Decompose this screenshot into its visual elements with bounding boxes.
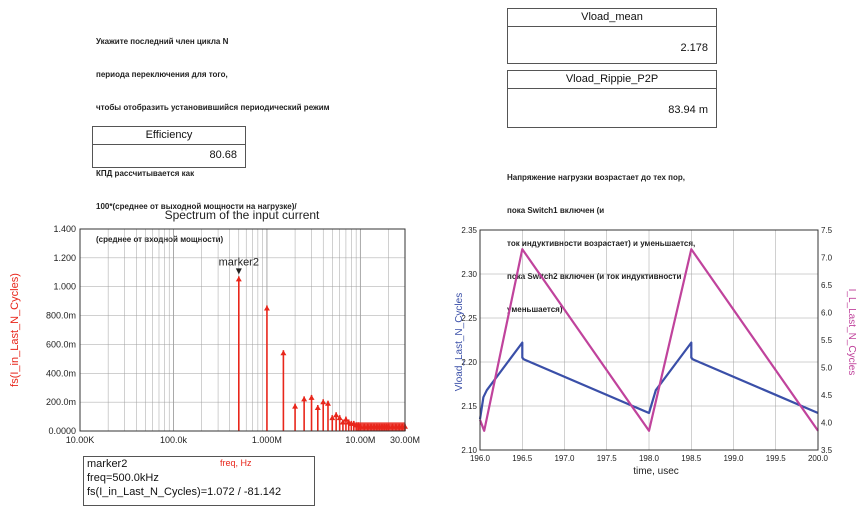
- eqn-note: Укажите последний член цикла N периода п…: [96, 14, 330, 256]
- time-y2tick-label: 4.0: [821, 419, 833, 428]
- marker-triangle: [235, 268, 242, 275]
- load-note-line: уменьшается): [507, 305, 563, 314]
- spectrum-ytick-label: 600.0m: [46, 339, 76, 349]
- time-xtick-label: 199.5: [766, 454, 787, 463]
- spectrum-chart[interactable]: Spectrum of the input current 0.0000 200.…: [0, 205, 430, 460]
- spectrum-xtick-label: 100.0k: [160, 435, 188, 445]
- time-y2tick-label: 3.5: [821, 446, 833, 455]
- spectrum-bar-head: [235, 276, 242, 282]
- spectrum-title: Spectrum of the input current: [165, 208, 320, 222]
- spectrum-bar-head: [301, 396, 308, 402]
- time-y2tick-label: 6.5: [821, 281, 833, 290]
- time-xtick-label: 200.0: [808, 454, 829, 463]
- spectrum-bar-head: [333, 412, 340, 418]
- marker-freq: freq=500.0kHz: [87, 472, 159, 484]
- time-y2tick-label: 7.5: [821, 226, 833, 235]
- spectrum-frame: [79, 228, 406, 432]
- spectrum-ylabel: fs(I_in_Last_N_Cycles): [9, 273, 21, 387]
- time-xtick-label: 198.0: [639, 454, 660, 463]
- spectrum-bar-head: [342, 416, 349, 422]
- time-ylabel-left: Vload_Last_N_Cycles: [454, 293, 465, 391]
- marker-name: marker2: [87, 458, 128, 470]
- spectrum-bar-head: [329, 415, 336, 421]
- vload-line: [478, 341, 819, 420]
- marker2-marker[interactable]: marker2: [219, 256, 259, 275]
- spectrum-bar-head: [314, 405, 321, 411]
- spectrum-xtick-label: 10.00K: [66, 435, 95, 445]
- efficiency-title: Efficiency: [93, 127, 245, 145]
- spectrum-bar-head: [336, 415, 343, 421]
- time-ytick-label: 2.25: [461, 314, 477, 323]
- spectrum-bar-head: [263, 305, 270, 311]
- time-ytick-label: 2.35: [461, 226, 477, 235]
- time-chart[interactable]: 2.10 2.15 2.20 2.25 2.30 2.35 3.5 4.0 4.5 5.0 5.5 6…: [440, 222, 864, 482]
- spectrum-ytick-label: 400.0m: [46, 368, 76, 378]
- time-axes: 2.10 2.15 2.20 2.25 2.30 2.35 3.5 4.0 4.5 5.0 5.5 6…: [461, 226, 832, 463]
- eqn-note-line: чтобы отобразить установившийся периодич…: [96, 103, 330, 112]
- inductor-current-line: [478, 248, 819, 432]
- time-ytick-label: 2.30: [461, 270, 477, 279]
- vload-ripple-box[interactable]: Vload_Rippie_P2P 83.94 m: [507, 70, 717, 128]
- time-series: [478, 248, 819, 432]
- time-y2tick-label: 7.0: [821, 254, 833, 263]
- load-note-line: ток индуктивности возрастает) и уменьшае…: [507, 239, 696, 248]
- time-frame: [479, 229, 819, 451]
- time-y2tick-label: 4.5: [821, 391, 833, 400]
- load-note: Напряжение нагрузки возрастает до тех по…: [507, 150, 695, 326]
- spectrum-bar-head: [280, 350, 287, 356]
- time-xtick-label: 196.0: [470, 454, 491, 463]
- time-ytick-label: 2.20: [461, 358, 477, 367]
- spectrum-bar-head: [320, 399, 327, 405]
- marker-readout[interactable]: marker2 freq=500.0kHz fs(I_in_Last_N_Cyc…: [83, 456, 315, 506]
- spectrum-noise-floor: [356, 422, 405, 431]
- spectrum-xtick-label: 10.00M: [345, 435, 375, 445]
- efficiency-value: 80.68: [209, 149, 237, 161]
- spectrum-ytick-label: 800.0m: [46, 311, 76, 321]
- marker-label: marker2: [219, 256, 259, 268]
- time-xtick-label: 197.0: [554, 454, 575, 463]
- time-xtick-label: 198.5: [681, 454, 702, 463]
- vload-ripple-title: Vload_Rippie_P2P: [508, 71, 716, 89]
- time-y2tick-label: 5.5: [821, 336, 833, 345]
- spectrum-ytick-label: 0.0000: [48, 426, 76, 436]
- eqn-note-line: 100*(среднее от выходной мощности на наг…: [96, 202, 297, 211]
- spectrum-xtick-label: 1.000M: [252, 435, 282, 445]
- efficiency-box[interactable]: Efficiency 80.68: [92, 126, 246, 168]
- time-ytick-label: 2.10: [461, 446, 477, 455]
- spectrum-bar-head: [324, 400, 331, 406]
- vload-mean-value: 2.178: [680, 42, 708, 54]
- marker-value: fs(I_in_Last_N_Cycles)=1.072 / -81.142: [87, 486, 282, 498]
- load-note-line: пока Switch1 включен (и: [507, 206, 605, 215]
- time-ylabel-right: I_L_Last_N_Cycles: [846, 289, 857, 376]
- time-xtick-label: 197.5: [597, 454, 618, 463]
- spectrum-ytick-label: 1.400: [53, 224, 76, 234]
- eqn-note-line: периода переключения для того,: [96, 70, 228, 79]
- time-xlabel: time, usec: [633, 466, 679, 477]
- spectrum-ytick-label: 1.200: [53, 253, 76, 263]
- spectrum-bar-head: [339, 419, 346, 425]
- vload-ripple-value: 83.94 m: [668, 104, 708, 116]
- spectrum-bars: [235, 276, 408, 431]
- time-ytick-label: 2.15: [461, 402, 477, 411]
- spectrum-xlabel: freq, Hz: [220, 458, 252, 468]
- spectrum-axes: 0.0000 200.0m 400.0m 600.0m 800.0m 1.000 1.200…: [46, 224, 420, 445]
- spectrum-ytick-label: 1.000: [53, 282, 76, 292]
- spectrum-xtick-label: 30.00M: [390, 435, 420, 445]
- time-y2tick-label: 6.0: [821, 309, 833, 318]
- eqn-note-line: КПД рассчитывается как: [96, 169, 195, 178]
- spectrum-ytick-label: 200.0m: [46, 397, 76, 407]
- time-xtick-label: 196.5: [512, 454, 533, 463]
- eqn-note-line: Укажите последний член цикла N: [96, 37, 229, 46]
- vload-mean-box[interactable]: Vload_mean 2.178: [507, 8, 717, 64]
- spectrum-bar-head: [292, 403, 299, 409]
- vload-mean-title: Vload_mean: [508, 9, 716, 27]
- time-xtick-label: 199.0: [723, 454, 744, 463]
- spectrum-bar-head: [308, 394, 315, 400]
- time-y2tick-label: 5.0: [821, 364, 833, 373]
- load-note-line: Напряжение нагрузки возрастает до тех по…: [507, 173, 685, 182]
